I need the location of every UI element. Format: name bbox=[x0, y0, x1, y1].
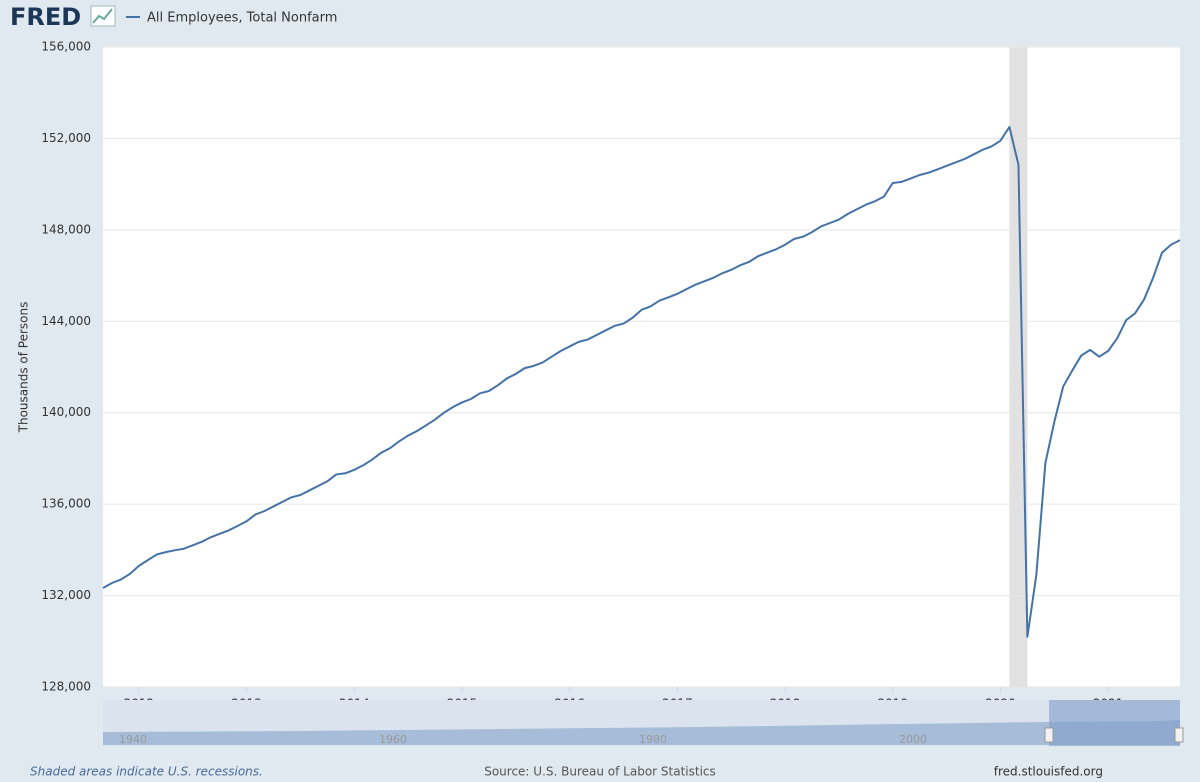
series-line bbox=[102, 126, 1181, 638]
y-axis-label: Thousands of Persons bbox=[17, 302, 31, 434]
footer-site[interactable]: fred.stlouisfed.org bbox=[994, 765, 1103, 779]
logo-icon bbox=[90, 5, 116, 27]
legend-label[interactable]: All Employees, Total Nonfarm bbox=[147, 11, 337, 26]
y-tick-label: 148,000 bbox=[41, 222, 91, 236]
y-tick-label: 156,000 bbox=[41, 40, 91, 54]
y-tick-label: 136,000 bbox=[41, 497, 91, 511]
y-tick-label: 128,000 bbox=[41, 680, 91, 694]
navigator-tick-label: 1980 bbox=[639, 733, 667, 746]
y-tick-label: 144,000 bbox=[41, 314, 91, 328]
logo: FRED bbox=[10, 3, 81, 31]
recession-shade bbox=[1009, 47, 1028, 687]
y-tick-label: 140,000 bbox=[41, 405, 91, 419]
footer-note: Shaded areas indicate U.S. recessions. bbox=[30, 765, 263, 779]
navigator-area bbox=[103, 720, 1180, 745]
navigator-handle[interactable] bbox=[1174, 727, 1184, 743]
y-tick-label: 132,000 bbox=[41, 588, 91, 602]
navigator-tick-label: 1960 bbox=[379, 733, 407, 746]
navigator-tick-label: 1940 bbox=[119, 733, 147, 746]
navigator-ticks: 1940 1960 1980 2000 bbox=[119, 733, 927, 746]
footer-source: Source: U.S. Bureau of Labor Statistics bbox=[484, 765, 716, 779]
navigator-handle[interactable] bbox=[1044, 727, 1054, 743]
navigator-selection[interactable] bbox=[1049, 700, 1180, 746]
logo-icon-line bbox=[92, 8, 113, 24]
plot-area bbox=[103, 47, 1180, 687]
navigator-tick-label: 2000 bbox=[899, 733, 927, 746]
y-tick-label: 152,000 bbox=[41, 131, 91, 145]
